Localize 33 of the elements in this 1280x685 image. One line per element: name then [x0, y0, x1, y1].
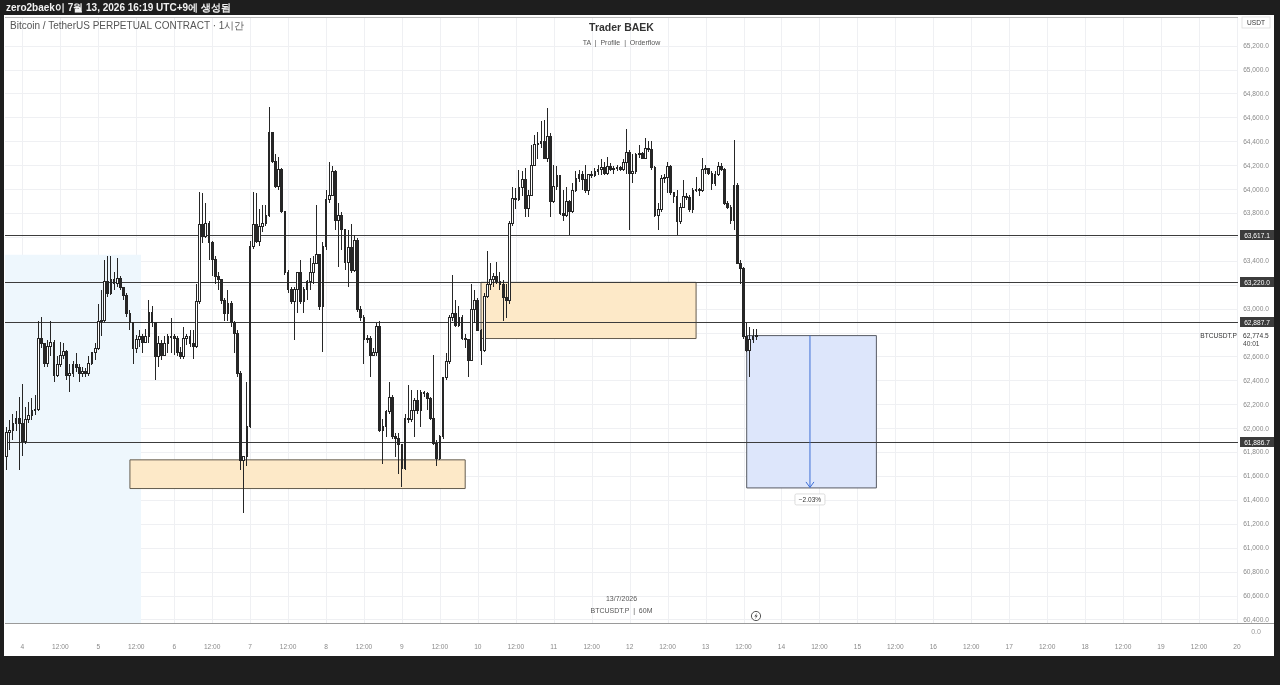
candlestick [87, 355, 91, 377]
candlestick [644, 137, 647, 160]
chart-title: Trader BAEK [589, 21, 655, 33]
candlestick [603, 161, 606, 176]
candlestick [593, 167, 597, 178]
candlestick [615, 164, 619, 172]
candlestick [584, 164, 587, 194]
candlestick [701, 157, 704, 193]
candlestick [419, 389, 423, 428]
candlestick [30, 397, 34, 421]
candlestick [666, 161, 669, 194]
candlestick [163, 335, 167, 357]
text: zero2baek이 7월 13, 2026 16:19 UTC+9에 생성됨 [6, 2, 231, 13]
candlestick [675, 189, 679, 236]
candlestick [109, 255, 113, 296]
candlestick [176, 335, 179, 357]
candlestick [612, 165, 616, 175]
candlestick [182, 326, 186, 360]
candlestick [368, 335, 372, 378]
candlestick [599, 158, 603, 176]
candlestick [748, 326, 752, 378]
candlestick [115, 257, 119, 288]
candlestick [81, 366, 84, 378]
annotation: Bitcoin / TetherUS PERPETUAL CONTRACT · 1시간 [10, 20, 245, 31]
candlestick [147, 299, 151, 344]
candlestick [710, 170, 714, 191]
candlestick [523, 167, 527, 218]
candlestick [36, 320, 40, 412]
candlestick [169, 317, 173, 354]
candlestick [141, 333, 144, 354]
candlestick [723, 167, 726, 206]
candlestick [754, 328, 758, 341]
candlestick [606, 156, 609, 176]
